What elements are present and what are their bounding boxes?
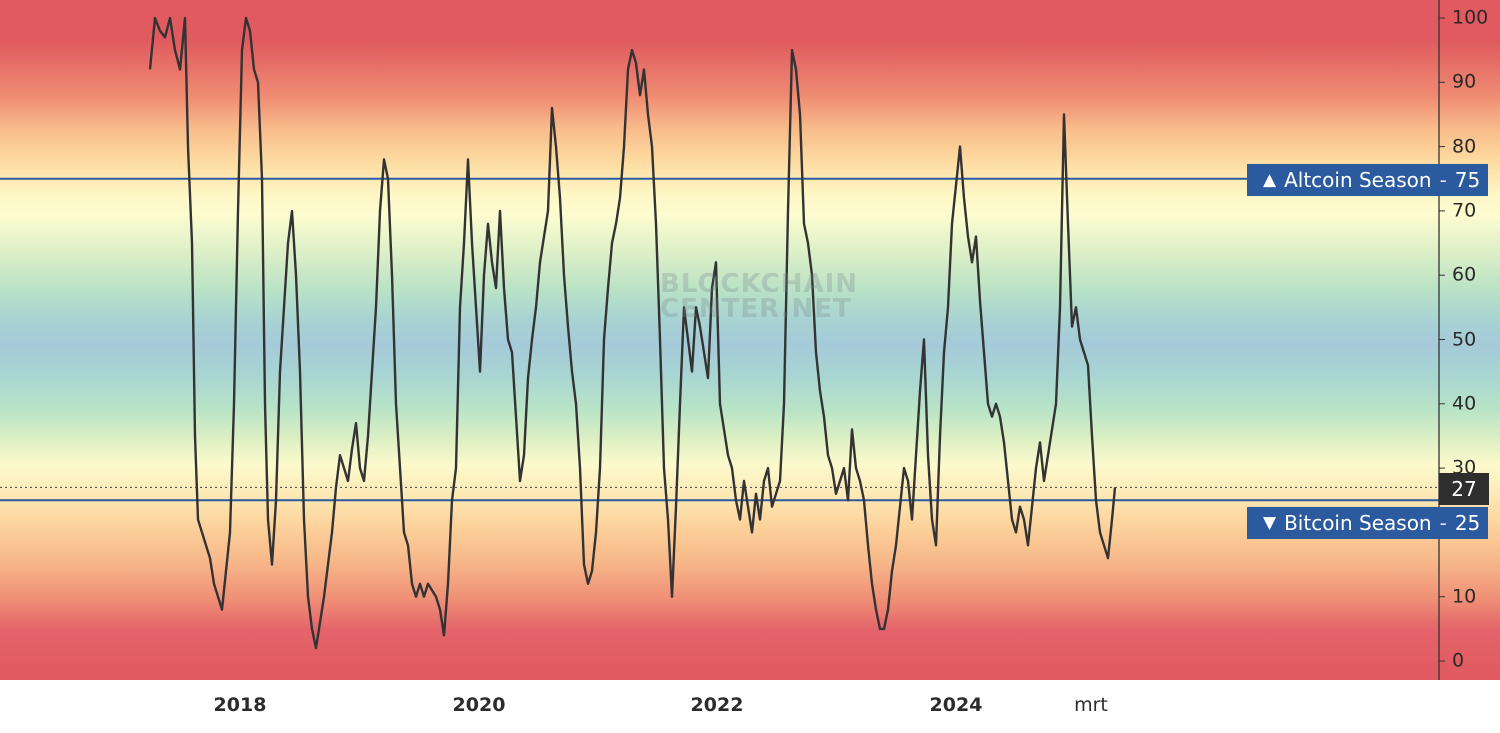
y-tick-label: 90 bbox=[1452, 70, 1477, 93]
plot-background-gradient bbox=[0, 0, 1500, 680]
y-tick-label: 100 bbox=[1452, 6, 1489, 29]
bitcoin-season-value: 25 bbox=[1454, 511, 1481, 535]
y-axis-ticks bbox=[1439, 17, 1445, 662]
watermark: BLOCKCHAIN CENTER.NET bbox=[660, 269, 859, 324]
altcoin-index-line bbox=[148, 16, 1117, 650]
altcoin-season-value: 75 bbox=[1454, 168, 1481, 192]
y-tick-label: 30 bbox=[1452, 456, 1477, 479]
altcoin-season-label: ▲ Altcoin Season - 75 bbox=[1247, 164, 1488, 196]
triangle-up-icon: ▲ bbox=[1263, 170, 1277, 190]
y-tick-label: 10 bbox=[1452, 585, 1477, 608]
y-tick-label: 40 bbox=[1452, 392, 1477, 415]
x-tick-label: mrt bbox=[1074, 694, 1108, 716]
y-tick-label: 50 bbox=[1452, 328, 1477, 351]
bitcoin-season-text: Bitcoin Season bbox=[1284, 511, 1432, 535]
current-value-badge: 27 bbox=[1439, 473, 1489, 505]
x-tick-label: 2020 bbox=[452, 694, 506, 716]
x-tick-label: 2022 bbox=[690, 694, 744, 716]
bitcoin-season-label: ▼ Bitcoin Season - 25 bbox=[1247, 507, 1488, 539]
watermark-line2: CENTER.NET bbox=[660, 294, 852, 324]
separator: - bbox=[1439, 511, 1447, 535]
y-tick-label: 80 bbox=[1452, 135, 1477, 158]
y-tick-label: 60 bbox=[1452, 263, 1477, 286]
y-tick-label: 70 bbox=[1452, 199, 1477, 222]
y-tick-label: 0 bbox=[1452, 649, 1465, 672]
triangle-down-icon: ▼ bbox=[1263, 513, 1277, 533]
separator: - bbox=[1439, 168, 1447, 192]
altcoin-season-text: Altcoin Season bbox=[1284, 168, 1432, 192]
watermark-line1: BLOCKCHAIN bbox=[660, 269, 859, 299]
reference-lines bbox=[0, 177, 1439, 502]
x-tick-label: 2018 bbox=[213, 694, 267, 716]
x-tick-label: 2024 bbox=[929, 694, 983, 716]
